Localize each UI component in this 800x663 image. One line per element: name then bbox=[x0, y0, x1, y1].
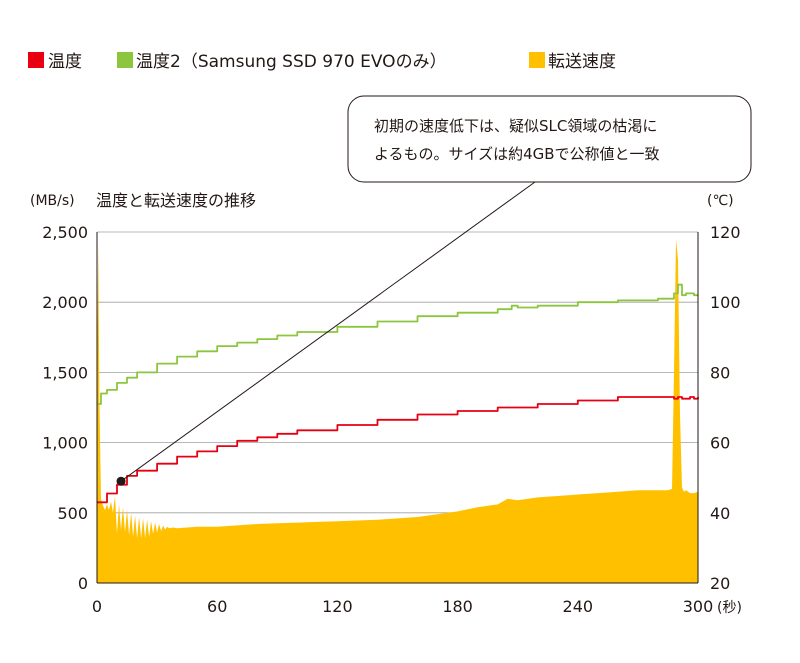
legend-swatch-temperature bbox=[28, 52, 44, 68]
y-tick-left-0: 0 bbox=[78, 574, 88, 593]
y-tick-left-4: 2,000 bbox=[42, 293, 88, 312]
annotation-point bbox=[116, 476, 126, 486]
y-tick-right-1: 40 bbox=[710, 504, 730, 523]
y-tick-left-3: 1,500 bbox=[42, 363, 88, 382]
y-tick-left-5: 2,500 bbox=[42, 223, 88, 242]
x-tick-0: 0 bbox=[92, 597, 102, 616]
legend-swatch-transfer-speed bbox=[529, 52, 545, 68]
legend-swatch-temperature2 bbox=[117, 52, 133, 68]
legend: 温度 温度2（Samsung SSD 970 EVOのみ） 転送速度 bbox=[28, 52, 616, 72]
series-temperature2-line bbox=[97, 283, 698, 405]
y-axis-right-unit: (℃) bbox=[707, 193, 734, 209]
x-tick-3: 180 bbox=[442, 597, 473, 616]
temperature-lines bbox=[97, 283, 699, 504]
y-tick-right-4: 100 bbox=[710, 293, 741, 312]
x-tick-2: 120 bbox=[322, 597, 353, 616]
annotation-callout: 初期の速度低下は、疑似SLC領域の枯渇に よるもの。サイズは約4GBで公称値と一… bbox=[116, 95, 752, 486]
y-tick-right-2: 60 bbox=[710, 434, 730, 453]
annotation-text-line-1: 初期の速度低下は、疑似SLC領域の枯渇に bbox=[374, 117, 657, 135]
series-transfer-speed-area bbox=[97, 239, 698, 583]
transfer-speed-area bbox=[97, 239, 698, 583]
axes bbox=[96, 232, 699, 584]
legend-label-temperature: 温度 bbox=[48, 52, 82, 72]
annotation-text-line-2: よるもの。サイズは約4GBで公称値と一致 bbox=[374, 145, 660, 163]
series-temperature-line bbox=[97, 396, 699, 504]
x-tick-1: 60 bbox=[207, 597, 227, 616]
y-tick-left-1: 500 bbox=[57, 504, 88, 523]
chart-title: 温度と転送速度の推移 bbox=[96, 191, 256, 210]
annotation-leader-line bbox=[120, 181, 536, 482]
y-tick-right-0: 20 bbox=[710, 574, 730, 593]
x-tick-4: 240 bbox=[563, 597, 594, 616]
legend-label-temperature2: 温度2（Samsung SSD 970 EVOのみ） bbox=[136, 52, 447, 72]
x-axis-unit: (秒) bbox=[717, 600, 742, 616]
annotation-box bbox=[347, 95, 752, 183]
y-tick-left-2: 1,000 bbox=[42, 434, 88, 453]
x-axis-ticks: 0 60 120 180 240 300 bbox=[92, 597, 713, 616]
y-axis-left-unit: (MB/s) bbox=[30, 193, 75, 209]
x-tick-5: 300 bbox=[683, 597, 714, 616]
legend-label-transfer-speed: 転送速度 bbox=[548, 52, 616, 72]
grid-lines bbox=[97, 231, 698, 514]
y-tick-right-5: 120 bbox=[710, 223, 741, 242]
y-axis-left-ticks: 0 500 1,000 1,500 2,000 2,500 bbox=[42, 223, 88, 593]
y-tick-right-3: 80 bbox=[710, 363, 730, 382]
y-axis-right-ticks: 20 40 60 80 100 120 bbox=[710, 223, 741, 593]
